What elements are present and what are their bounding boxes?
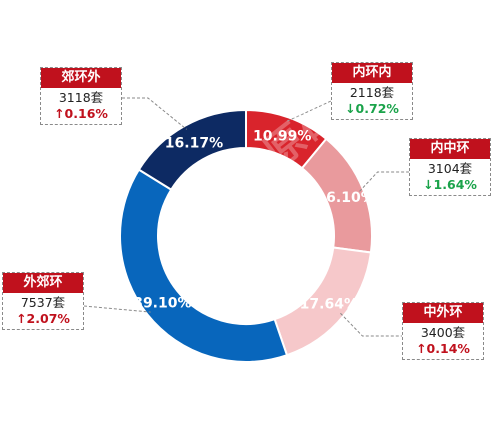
callout-change: ↑0.16% <box>41 106 121 124</box>
change-value: 0.16% <box>64 106 108 121</box>
leader-line <box>287 100 332 122</box>
slice-percent-label: 16.17% <box>165 136 223 152</box>
slice-percent-label: 39.10% <box>133 296 191 312</box>
arrow-icon: ↓ <box>423 177 434 192</box>
donut-slice <box>137 108 247 192</box>
callout-header: 郊环外 <box>41 68 121 88</box>
callout-change: ↑2.07% <box>3 311 83 329</box>
leader-line <box>340 312 402 337</box>
callout-count: 7537套 <box>20 295 66 310</box>
leader-line <box>122 97 187 130</box>
callout-header: 内中环 <box>410 139 490 159</box>
leader-line <box>83 305 151 313</box>
callout-count: 2118套 <box>349 85 395 100</box>
change-value: 0.72% <box>355 101 399 116</box>
callout-count: 3104套 <box>427 161 473 176</box>
slice-percent-label: 16.10% <box>316 190 374 206</box>
callout-header: 内环内 <box>332 63 412 83</box>
callout-change: ↓1.64% <box>410 177 490 195</box>
callout-outer-suburb: 外郊环 7537套 ↑2.07% <box>2 272 84 330</box>
callout-header: 中外环 <box>403 303 483 323</box>
callout-suburb-outer: 郊环外 3118套 ↑0.16% <box>40 67 122 125</box>
change-value: 2.07% <box>26 311 70 326</box>
leader-line <box>359 171 409 192</box>
change-value: 0.14% <box>426 341 470 356</box>
change-value: 1.64% <box>433 177 477 192</box>
callout-count: 3118套 <box>58 90 104 105</box>
callout-header: 外郊环 <box>3 273 83 293</box>
arrow-icon: ↑ <box>54 106 65 121</box>
slice-percent-label: 10.99% <box>253 128 311 144</box>
callout-inner-middle: 内中环 3104套 ↓1.64% <box>409 138 491 196</box>
arrow-icon: ↑ <box>416 341 427 356</box>
arrow-icon: ↓ <box>345 101 356 116</box>
arrow-icon: ↑ <box>16 311 27 326</box>
callout-count: 3400套 <box>420 325 466 340</box>
callout-change: ↓0.72% <box>332 101 412 119</box>
callout-middle-outer: 中外环 3400套 ↑0.14% <box>402 302 484 360</box>
callout-inner-ring: 内环内 2118套 ↓0.72% <box>331 62 413 120</box>
slice-percent-label: 17.64% <box>300 297 358 313</box>
callout-change: ↑0.14% <box>403 341 483 359</box>
donut-slice <box>119 168 289 363</box>
